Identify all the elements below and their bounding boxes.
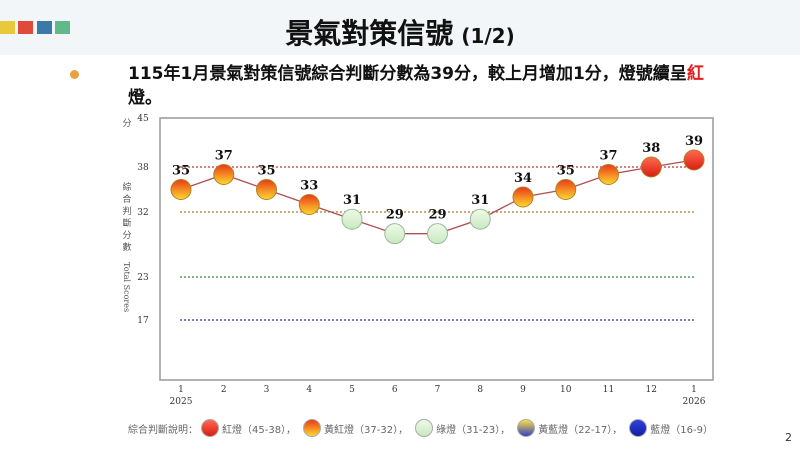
data-label: 37	[215, 149, 233, 164]
legend-item: 黃紅燈（37-32），	[324, 424, 409, 436]
header-band	[0, 0, 800, 55]
y-axis-label-en: Total Scores	[122, 262, 131, 312]
data-label: 34	[514, 171, 532, 186]
x-tick-label: 1	[178, 385, 184, 395]
y-axis-label-char: 數	[122, 241, 131, 253]
page-title: 景氣對策信號 (1/2)	[0, 12, 800, 52]
data-label: 39	[685, 134, 703, 149]
summary-part: 燈。	[128, 88, 162, 108]
x-tick-label: 6	[392, 385, 398, 395]
data-point	[512, 186, 534, 208]
data-point	[469, 208, 491, 230]
y-tick-label: 17	[137, 316, 149, 326]
title-subtitle: (1/2)	[461, 24, 515, 48]
x-tick-label: 11	[603, 385, 614, 395]
accent-square-green	[55, 21, 70, 34]
title-text: 景氣對策信號	[285, 17, 454, 50]
data-label: 37	[599, 149, 617, 164]
data-point	[640, 156, 662, 178]
data-point	[213, 164, 235, 185]
legend-icon-yellow_blue	[517, 419, 536, 437]
x-tick-label: 8	[477, 385, 483, 395]
x-tick-label: 10	[560, 385, 572, 395]
summary-text: 115年1月景氣對策信號綜合判斷分數為39分，較上月增加1分，燈號續呈紅燈。	[128, 62, 728, 110]
data-label: 35	[172, 164, 190, 179]
data-point	[298, 194, 320, 215]
y-axis-label-char: 合	[122, 193, 131, 205]
y-axis-label-char: 判	[122, 205, 131, 217]
legend-icon-red	[201, 419, 219, 437]
y-axis-label-char: 綜	[122, 181, 131, 193]
chart-legend: 綜合判斷說明： 紅燈（45-38）， 黃紅燈（37-32）， 綠燈（31-23）， 黃藍…	[128, 419, 717, 437]
summary-part: 115年1月景氣對策信號綜合判斷分數為39分，較上月增加1分，燈號續呈	[128, 64, 687, 84]
y-tick-label: 38	[137, 163, 149, 173]
data-point	[598, 164, 619, 185]
x-tick-label: 5	[349, 385, 355, 395]
x-tick-label: 3	[264, 385, 270, 395]
legend-item: 綠燈（31-23），	[436, 424, 511, 436]
legend-label: 綜合判斷說明：	[128, 424, 198, 436]
data-label: 29	[428, 208, 446, 223]
accent-square-yellow	[0, 21, 15, 34]
data-label: 31	[343, 193, 361, 208]
x-year-label: 2026	[683, 397, 706, 407]
data-point	[427, 223, 448, 245]
y-tick-label: 23	[137, 273, 149, 283]
legend-icon-green	[415, 419, 434, 437]
x-tick-label: 12	[646, 385, 657, 395]
accent-square-red	[18, 21, 33, 34]
legend-item: 紅燈（45-38），	[222, 424, 297, 436]
data-point	[341, 208, 363, 230]
data-point	[256, 179, 277, 200]
summary-highlight: 紅	[686, 64, 704, 84]
y-tick-label: 45	[137, 114, 149, 124]
data-label: 33	[300, 179, 318, 194]
accent-square-blue	[37, 21, 52, 34]
x-year-label: 2025	[170, 397, 193, 407]
data-point	[555, 179, 577, 200]
legend-icon-blue	[629, 419, 648, 437]
data-label: 31	[471, 193, 489, 208]
x-tick-label: 7	[435, 385, 441, 395]
x-tick-label: 9	[520, 385, 526, 395]
y-tick-label: 32	[137, 208, 148, 218]
bullet-icon	[70, 70, 79, 79]
legend-item: 黃藍燈（22-17），	[538, 424, 623, 436]
data-label: 29	[386, 208, 404, 223]
data-label: 35	[257, 164, 275, 179]
y-axis-label-char: 分	[122, 230, 131, 241]
legend-icon-yellow_red	[303, 419, 322, 437]
data-label: 38	[642, 141, 660, 156]
legend-item: 藍燈（16-9）	[650, 424, 713, 436]
data-point	[170, 179, 192, 200]
data-point	[683, 149, 705, 171]
x-tick-label: 2	[221, 385, 227, 395]
data-point	[384, 223, 406, 245]
x-tick-label: 4	[306, 385, 312, 395]
page-number: 2	[785, 431, 792, 444]
x-tick-label: 1	[691, 385, 697, 395]
y-axis-label-char: 斷	[122, 217, 131, 229]
y-unit-label: 分	[122, 118, 131, 129]
plot-frame	[159, 117, 714, 381]
data-label: 35	[557, 164, 575, 179]
